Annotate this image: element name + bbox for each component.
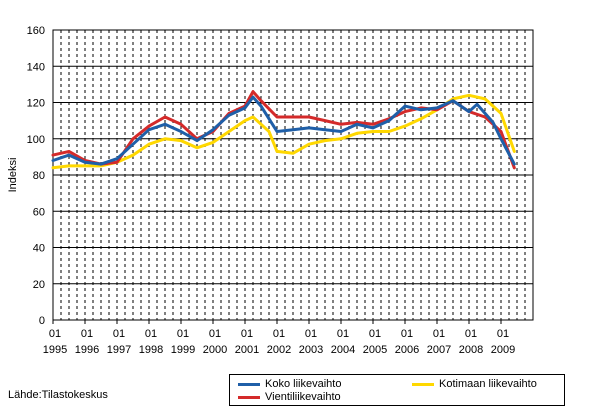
series-line-koko	[51, 95, 516, 166]
x-tick-label-month: 01	[241, 328, 253, 340]
x-tick-label-month: 01	[401, 328, 413, 340]
legend-item-vienti: Vientiliikevaihto	[238, 391, 341, 403]
y-axis-title: Indeksi	[7, 158, 19, 193]
y-tick-label: 60	[33, 206, 45, 218]
series-line-vienti	[51, 90, 516, 170]
x-tick-label-month: 01	[177, 328, 189, 340]
x-tick-label-year: 1999	[171, 344, 195, 356]
x-tick-label-month: 01	[209, 328, 221, 340]
legend-swatch-kotimaan	[412, 382, 434, 386]
x-tick-label-year: 2009	[491, 344, 515, 356]
x-tick-label-month: 01	[465, 328, 477, 340]
x-tick-label-year: 2004	[331, 344, 355, 356]
legend-item-koko: Koko liikevaihto	[238, 378, 341, 390]
x-axis-tick-labels: 01 1995 01 1996 01 1997 01 1998 01 1999 01 2000 01 20…	[43, 320, 515, 356]
x-tick-label-month: 01	[49, 328, 61, 340]
legend-swatch-vienti	[238, 395, 260, 399]
y-tick-label: 20	[33, 279, 45, 291]
legend-label-koko: Koko liikevaihto	[265, 378, 342, 390]
x-tick-label-year: 2006	[395, 344, 419, 356]
legend-swatch-koko	[238, 382, 260, 386]
y-tick-label: 100	[27, 134, 45, 146]
x-tick-label-month: 01	[369, 328, 381, 340]
x-tick-label-year: 2007	[427, 344, 451, 356]
x-tick-label-month: 01	[145, 328, 157, 340]
y-tick-label: 120	[27, 98, 45, 110]
legend: Koko liikevaihto Kotimaan liikevaihto Vi…	[229, 374, 565, 406]
x-tick-label-year: 1996	[75, 344, 99, 356]
x-tick-label-year: 1998	[139, 344, 163, 356]
y-tick-label: 160	[27, 25, 45, 37]
x-tick-label-year: 2005	[363, 344, 387, 356]
y-tick-label: 0	[39, 315, 45, 327]
x-tick-label-month: 01	[81, 328, 93, 340]
x-tick-label-month: 01	[305, 328, 317, 340]
x-tick-label-month: 01	[337, 328, 349, 340]
y-axis-tick-labels: 0 20 40 60 80 100 120 140 160	[27, 25, 45, 327]
legend-item-kotimaan: Kotimaan liikevaihto	[412, 378, 537, 390]
x-tick-label-year: 2008	[459, 344, 483, 356]
x-tick-label-year: 2003	[299, 344, 323, 356]
legend-label-kotimaan: Kotimaan liikevaihto	[439, 378, 537, 390]
x-tick-label-month: 01	[433, 328, 445, 340]
x-tick-label-month: 01	[497, 328, 509, 340]
legend-label-vienti: Vientiliikevaihto	[265, 391, 341, 403]
x-tick-label-year: 2001	[235, 344, 259, 356]
series-layer	[51, 90, 516, 170]
x-tick-label-month: 01	[273, 328, 285, 340]
y-tick-label: 40	[33, 243, 45, 255]
x-tick-label-year: 1997	[107, 344, 131, 356]
x-tick-label-year: 1995	[43, 344, 67, 356]
y-tick-label: 140	[27, 61, 45, 73]
y-tick-label: 80	[33, 170, 45, 182]
x-tick-label-year: 2002	[267, 344, 291, 356]
plot-area-frame	[52, 29, 534, 321]
x-tick-label-year: 2000	[203, 344, 227, 356]
vertical-gridlines	[60, 30, 526, 320]
source-note: Lähde:Tilastokeskus	[8, 389, 108, 401]
x-tick-label-month: 01	[113, 328, 125, 340]
